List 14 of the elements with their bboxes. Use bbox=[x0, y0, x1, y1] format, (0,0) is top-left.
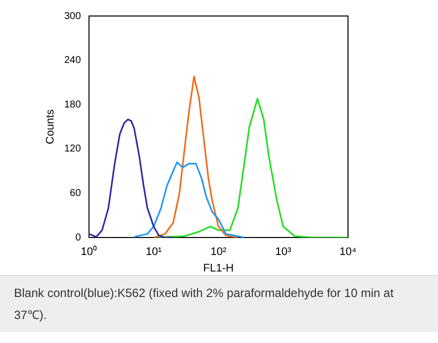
y-tick-label: 240 bbox=[64, 55, 82, 66]
y-tick-label: 300 bbox=[64, 10, 82, 22]
x-tick-label: 10³ bbox=[275, 246, 292, 258]
x-tick-label: 10⁴ bbox=[340, 246, 357, 258]
y-tick-label: 180 bbox=[64, 99, 82, 110]
y-tick-label: 60 bbox=[70, 188, 82, 200]
x-tick-label: 10⁰ bbox=[80, 245, 98, 258]
x-axis-title: FL1-H bbox=[203, 262, 234, 274]
y-tick-label: 0 bbox=[75, 232, 82, 244]
text: Blank control(blue):K562 (fixed with 2% paraformaldehyde for 10 min at 37℃). bbox=[0, 275, 438, 332]
x-tick-label: 10² bbox=[210, 246, 227, 258]
y-tick-label: 120 bbox=[64, 144, 82, 155]
y-axis-title: Counts bbox=[44, 108, 57, 144]
x-tick-label: 10¹ bbox=[146, 246, 162, 258]
